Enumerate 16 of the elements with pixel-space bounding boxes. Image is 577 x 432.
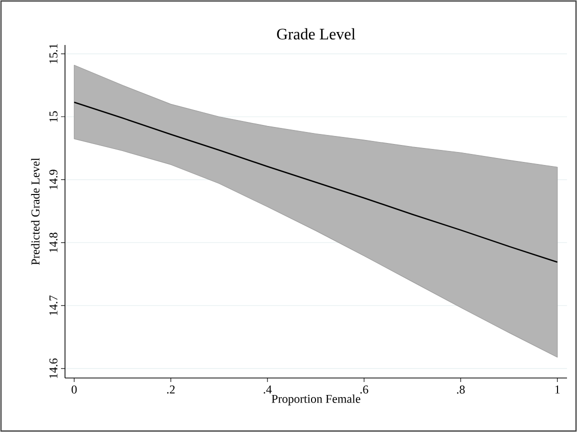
y-tick-label: 14.6 [49,358,58,378]
y-tick-label: 15 [49,111,58,122]
y-tick-label: 15.1 [49,44,58,64]
y-tick-label: 14.9 [49,170,58,190]
x-axis-title: Proportion Female [272,394,360,406]
chart-title: Grade Level [277,28,356,40]
x-tick-label: .4 [264,386,272,394]
y-tick-label: 14.7 [49,296,58,316]
y-axis-title: Predicted Grade Level [31,158,40,265]
x-tick-label: .2 [167,386,175,394]
line-series [74,102,558,263]
x-tick-label: .6 [360,386,368,394]
y-tick-label: 14.8 [49,232,58,252]
x-tick-label: 1 [555,386,560,394]
x-tick-label: 0 [72,386,77,394]
x-tick-label: .8 [457,386,465,394]
